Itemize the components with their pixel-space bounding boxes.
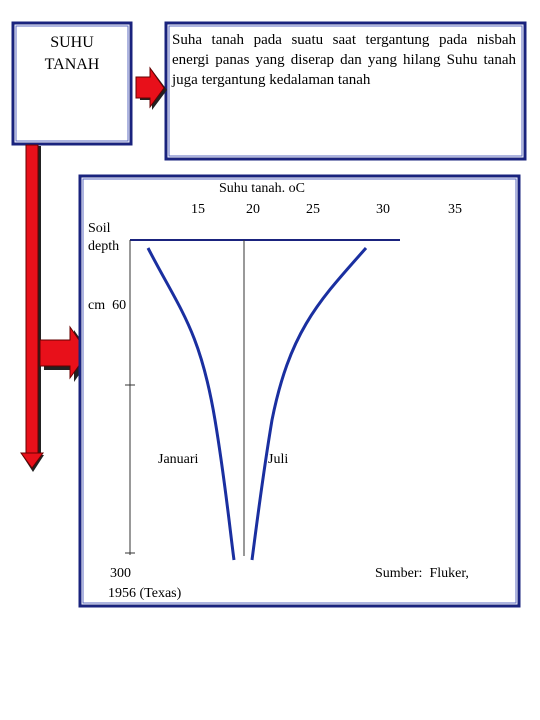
right-box [164, 21, 527, 161]
curve-juli [250, 247, 368, 561]
curve-label: Januari [158, 452, 199, 467]
y-unit-label: cm 60 [88, 298, 126, 313]
figure-title: Suhu tanah. oC [219, 181, 305, 196]
arrow-head [20, 452, 44, 469]
y-bottom-label: 300 [110, 566, 131, 581]
left-box-title: SUHU TANAH [45, 34, 100, 73]
source: Sumber: Fluker, [375, 566, 469, 581]
left-box [11, 21, 133, 146]
left-box-inner [15, 25, 129, 142]
right-box-text: Suha tanah pada suatu saat tergantung pa… [172, 32, 516, 88]
figure-box [78, 174, 521, 608]
curve-januari [146, 247, 236, 561]
curve-label: Juli [268, 452, 288, 467]
x-tick-label: 20 [246, 202, 260, 217]
x-tick-label: 30 [376, 202, 390, 217]
arrow [135, 66, 165, 109]
source-year: 1956 (Texas) [108, 586, 182, 601]
x-tick-label: 25 [306, 202, 320, 217]
vertical-bar [25, 144, 39, 456]
x-tick-label: 15 [191, 202, 205, 217]
y-label: Soil depth [88, 221, 119, 254]
right-box-inner [168, 25, 523, 157]
x-tick-label: 35 [448, 202, 462, 217]
figure-box-inner [82, 178, 517, 604]
